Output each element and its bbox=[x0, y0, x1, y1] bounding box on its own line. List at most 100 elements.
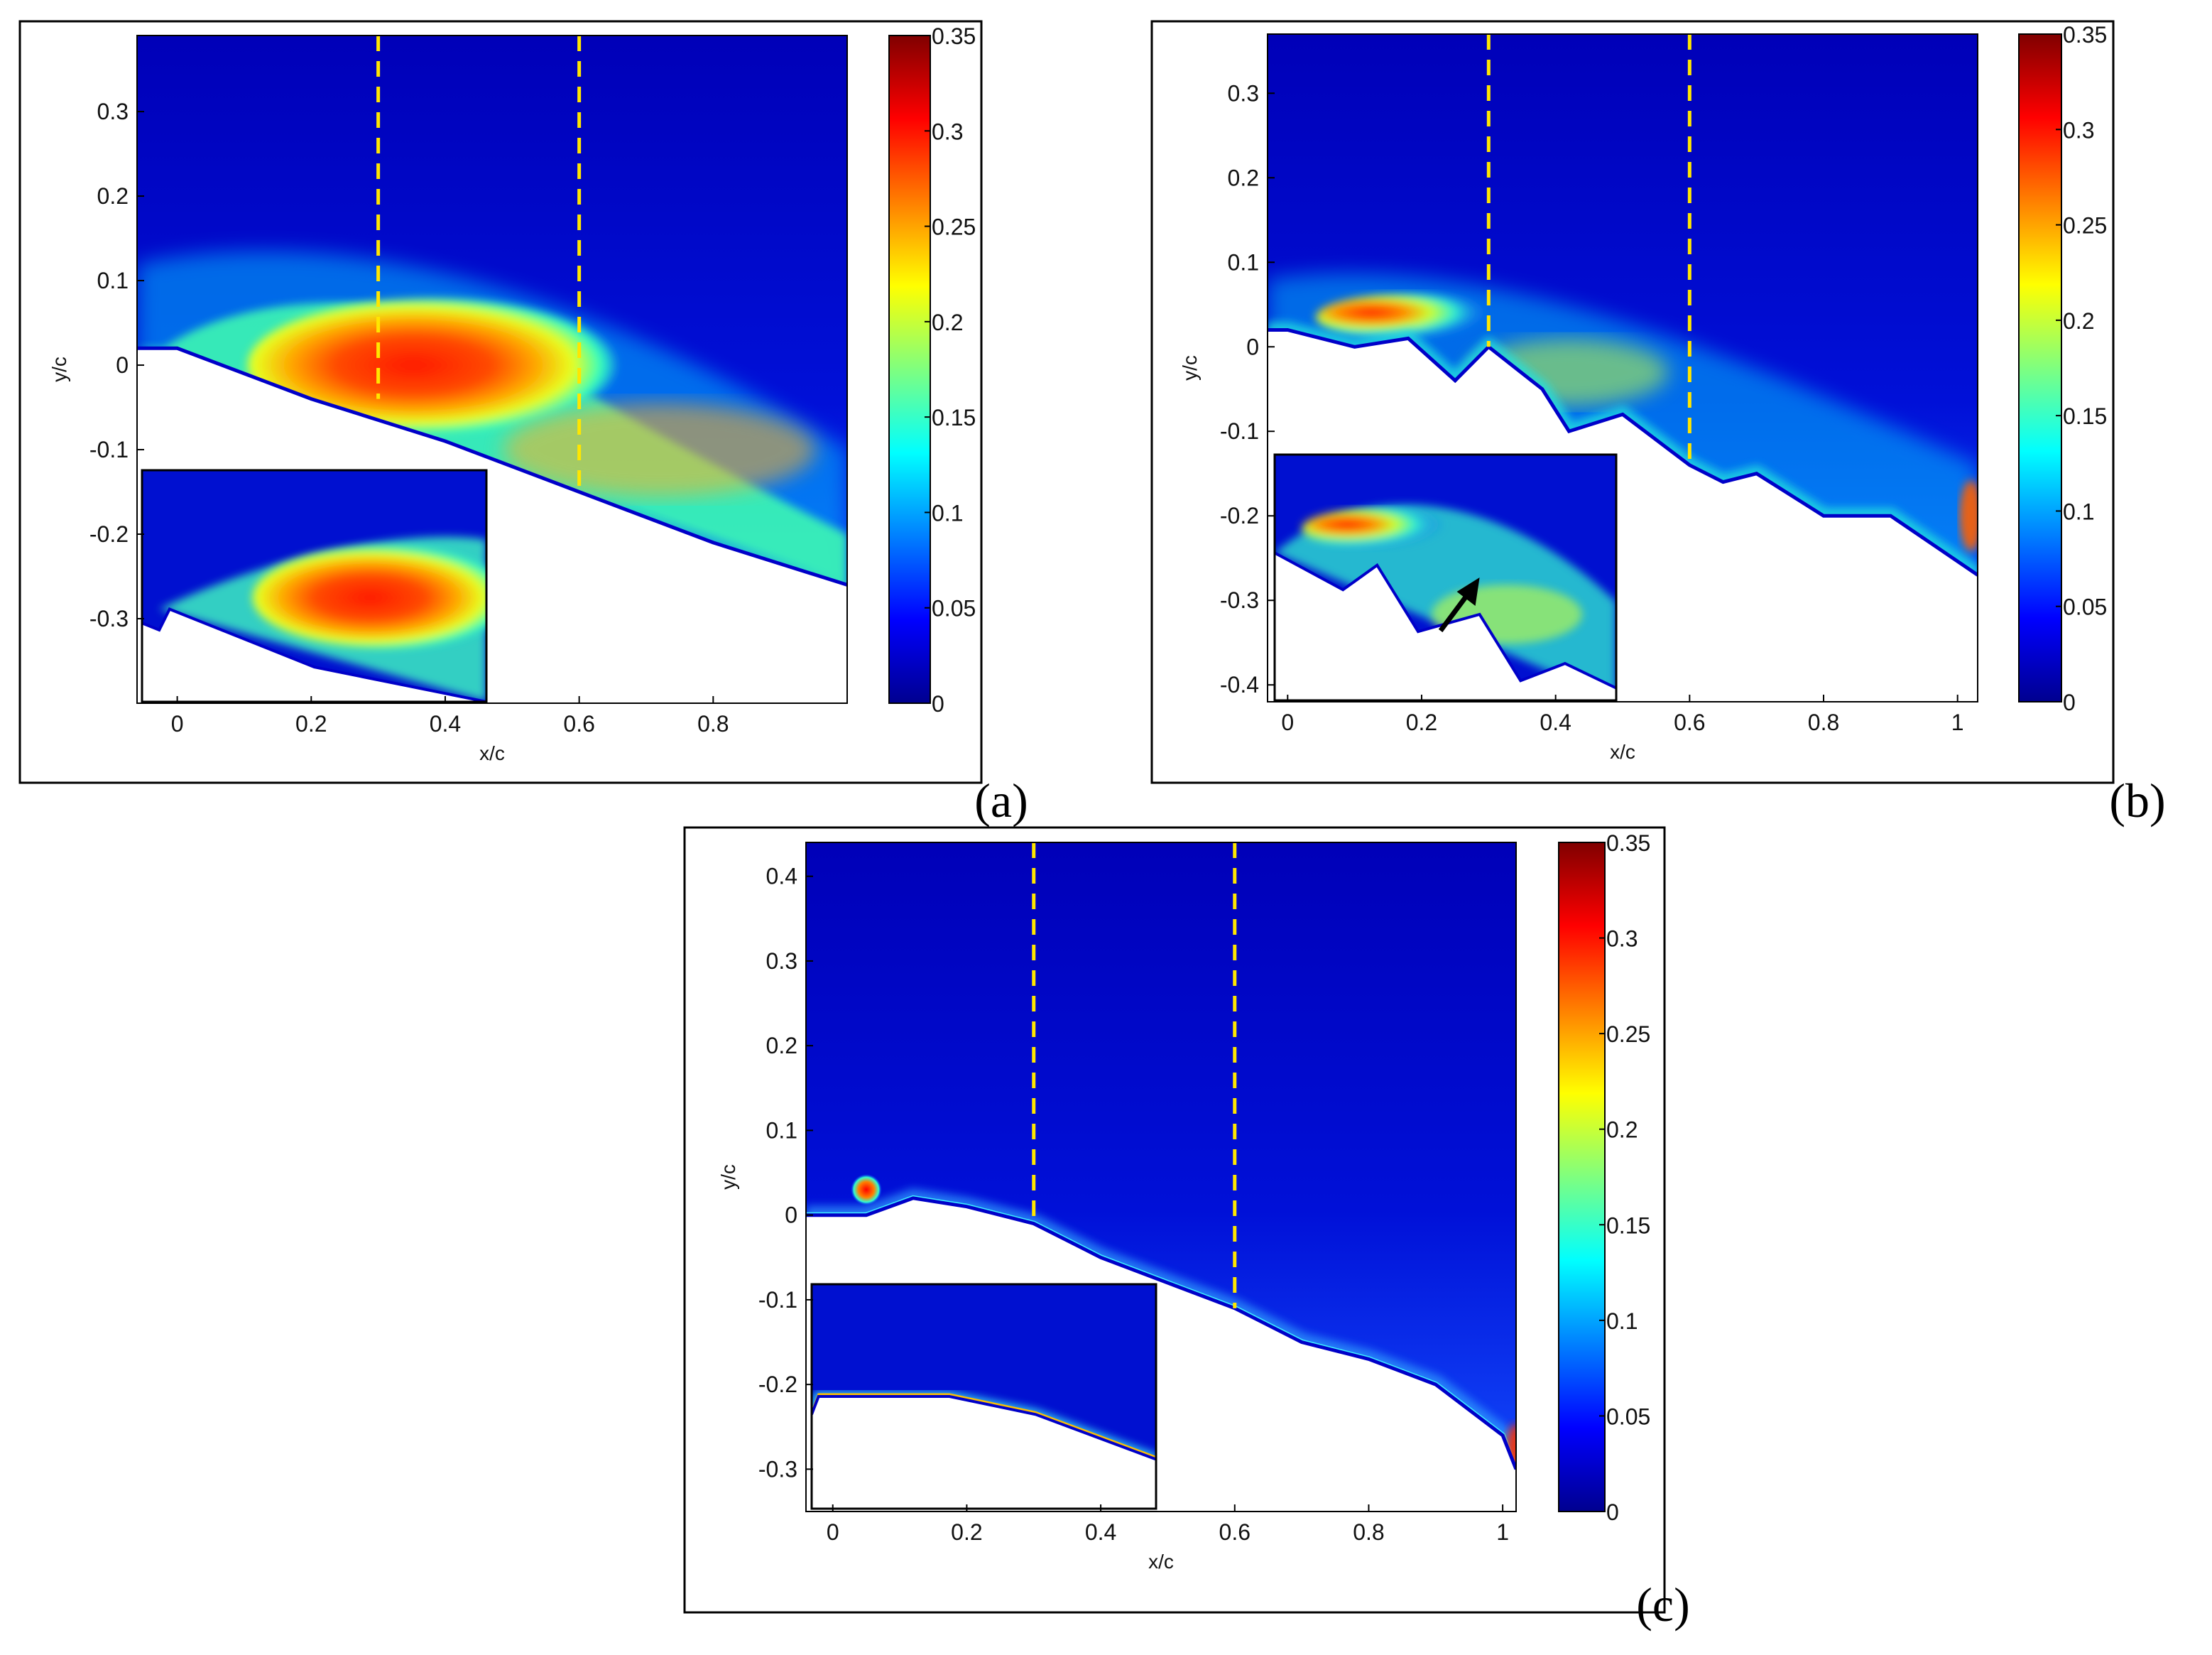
colorbar-tick-label: 0.05 bbox=[2063, 595, 2107, 620]
colorbar-tick-label: 0.15 bbox=[1606, 1212, 1650, 1238]
colorbar-tick-label: 0.2 bbox=[1606, 1117, 1638, 1143]
colorbar-tick-label: 0.25 bbox=[932, 215, 976, 240]
inset-surface-edge bbox=[142, 607, 486, 702]
y-tick-label: 0.2 bbox=[766, 1033, 797, 1058]
surface-edge bbox=[1268, 328, 1978, 577]
x-tick-label: 0.4 bbox=[1540, 710, 1571, 735]
colorbar-tick-label: 0.35 bbox=[1606, 830, 1650, 856]
inset-frame bbox=[141, 469, 488, 703]
colorbar-tick-label: 0.15 bbox=[932, 405, 976, 430]
x-tick-label: 0.4 bbox=[1085, 1519, 1116, 1545]
x-tick-label: 0.6 bbox=[1219, 1519, 1251, 1545]
x-tick-label: 0 bbox=[827, 1519, 839, 1545]
panel-label: (a) bbox=[974, 774, 1028, 828]
x-tick-label: 1 bbox=[1951, 710, 1964, 735]
axes-box bbox=[805, 842, 1517, 1512]
y-tick-label: 0.3 bbox=[1228, 80, 1259, 106]
panel-1: 0 0.2 0.4 0.6 0.8 1 0.3 0.2 0.1 0 -0.1 -0.2 -0.3 -0.4… bbox=[1150, 20, 2166, 828]
colorbar-tick-label: 0 bbox=[2063, 690, 2076, 715]
y-tick-label: 0.3 bbox=[97, 99, 129, 124]
x-tick-label: 0.2 bbox=[1406, 710, 1437, 735]
panel-frame bbox=[18, 20, 983, 784]
inset-arrow-head bbox=[1456, 577, 1480, 606]
axes-box bbox=[136, 35, 848, 704]
colorbar bbox=[2018, 33, 2062, 702]
y-tick-label: -0.3 bbox=[758, 1456, 797, 1482]
y-tick-label: 0.1 bbox=[766, 1117, 797, 1143]
colorbar-tick-label: 0.3 bbox=[1606, 926, 1638, 952]
plume-tail bbox=[503, 403, 816, 496]
colorbar-tick-label: 0.15 bbox=[2063, 403, 2107, 429]
x-tick-label: 0.8 bbox=[697, 711, 729, 737]
x-tick-label: 0.2 bbox=[951, 1519, 982, 1545]
y-tick-label: -0.2 bbox=[1220, 503, 1259, 528]
colorbar-tick-label: 0.35 bbox=[932, 23, 976, 49]
y-axis-label: y/c bbox=[1179, 355, 1201, 381]
plume-core bbox=[247, 298, 617, 433]
inset-airfoil-mask bbox=[142, 609, 486, 702]
y-tick-label: 0.3 bbox=[766, 948, 797, 974]
leading-edge-hotspot bbox=[850, 1173, 882, 1205]
plume-core bbox=[1316, 293, 1501, 341]
x-axis-label: x/c bbox=[479, 742, 505, 764]
x-tick-label: 0.8 bbox=[1353, 1519, 1384, 1545]
colorbar-tick-label: 0.05 bbox=[932, 596, 976, 622]
colorbar-tick-label: 0.1 bbox=[932, 500, 963, 526]
surface-edge bbox=[806, 1196, 1516, 1470]
y-tick-label: 0 bbox=[785, 1203, 797, 1228]
y-axis-label: y/c bbox=[48, 357, 70, 382]
colorbar-tick-label: 0.1 bbox=[2063, 499, 2094, 524]
panel-frame bbox=[1150, 20, 2115, 784]
x-tick-label: 0.4 bbox=[430, 711, 461, 737]
inset bbox=[1273, 453, 1618, 702]
plot-area bbox=[806, 842, 1516, 1512]
y-tick-label: 0.1 bbox=[97, 268, 129, 293]
colorbar-tick-label: 0.2 bbox=[2063, 308, 2094, 334]
colorbar-tick-label: 0 bbox=[1606, 1499, 1619, 1525]
y-tick-label: -0.2 bbox=[89, 521, 129, 547]
x-axis-label: x/c bbox=[1610, 741, 1635, 763]
y-tick-label: 0 bbox=[1246, 334, 1259, 359]
trailing-edge-spot bbox=[1959, 480, 1978, 552]
colorbar-tick-label: 0.3 bbox=[932, 119, 963, 144]
axes-box bbox=[1267, 33, 1978, 702]
inset-plume-core bbox=[1302, 509, 1453, 548]
y-tick-label: 0.2 bbox=[97, 183, 129, 209]
y-tick-label: -0.1 bbox=[89, 437, 129, 462]
inset-frame bbox=[810, 1283, 1157, 1510]
y-tick-label: -0.3 bbox=[89, 606, 129, 631]
x-tick-label: 0.6 bbox=[1674, 710, 1705, 735]
inset bbox=[141, 469, 488, 703]
x-tick-label: 0 bbox=[1281, 710, 1294, 735]
x-tick-label: 0.8 bbox=[1808, 710, 1839, 735]
y-tick-label: -0.1 bbox=[1220, 418, 1259, 444]
colorbar-tick-label: 0.1 bbox=[1606, 1308, 1638, 1334]
colorbar-tick-label: 0.25 bbox=[2063, 213, 2107, 239]
y-tick-label: 0 bbox=[116, 352, 129, 378]
y-tick-label: 0.1 bbox=[1228, 249, 1259, 275]
y-tick-label: -0.4 bbox=[1220, 672, 1259, 698]
panel-2: 0 0.2 0.4 0.6 0.8 1 0.4 0.3 0.2 0.1 0 -0.1 -0.2 -0.3 x… bbox=[683, 826, 1690, 1632]
inset-airfoil-mask bbox=[812, 1396, 1156, 1509]
colorbar-tick-label: 0.25 bbox=[1606, 1021, 1650, 1047]
y-tick-label: 0.2 bbox=[1228, 165, 1259, 190]
panel-frame bbox=[683, 826, 1666, 1614]
y-tick-label: -0.3 bbox=[1220, 587, 1259, 613]
panel-label: (b) bbox=[2109, 774, 2165, 828]
x-tick-label: 0 bbox=[171, 711, 184, 737]
colorbar-tick-label: 0.05 bbox=[1606, 1404, 1650, 1429]
surface-edge bbox=[137, 346, 847, 587]
x-tick-label: 0.6 bbox=[563, 711, 594, 737]
colorbar-tick-label: 0.35 bbox=[2063, 22, 2107, 48]
y-tick-label: -0.1 bbox=[758, 1287, 797, 1313]
inset-frame bbox=[1273, 453, 1618, 702]
inset-plume-core bbox=[252, 546, 486, 649]
x-axis-label: x/c bbox=[1148, 1551, 1174, 1573]
panel-label: (c) bbox=[1636, 1578, 1689, 1632]
inset bbox=[810, 1283, 1157, 1510]
y-tick-label: 0.4 bbox=[766, 864, 797, 889]
plot-area bbox=[1268, 34, 1978, 702]
colorbar bbox=[888, 35, 931, 704]
colorbar-tick-label: 0 bbox=[932, 691, 944, 717]
